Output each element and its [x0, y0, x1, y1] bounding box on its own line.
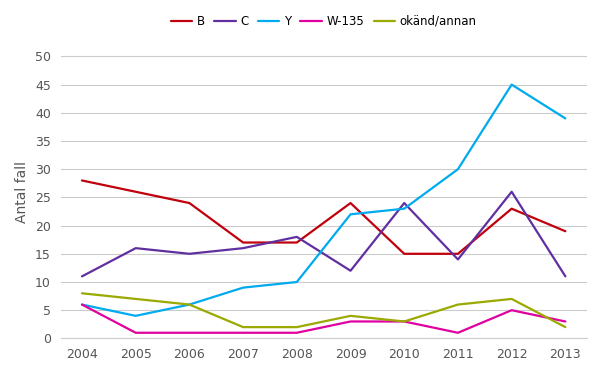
- B: [454, 252, 462, 256]
- W-135: [240, 331, 247, 335]
- okänd/annan: [401, 319, 408, 324]
- W-135: [561, 319, 569, 324]
- okänd/annan: [132, 297, 139, 301]
- okänd/annan: [240, 325, 247, 329]
- Line: Y: Y: [82, 85, 565, 316]
- W-135: [293, 331, 301, 335]
- okänd/annan: [79, 291, 86, 296]
- Y: [401, 206, 408, 211]
- Y: [561, 116, 569, 121]
- Y-axis label: Antal fall: Antal fall: [15, 161, 29, 223]
- B: [186, 201, 193, 205]
- C: [79, 274, 86, 279]
- okänd/annan: [508, 297, 515, 301]
- okänd/annan: [186, 302, 193, 307]
- Y: [132, 314, 139, 318]
- Y: [79, 302, 86, 307]
- C: [347, 268, 354, 273]
- W-135: [132, 331, 139, 335]
- B: [561, 229, 569, 233]
- C: [561, 274, 569, 279]
- Line: okänd/annan: okänd/annan: [82, 293, 565, 327]
- Line: B: B: [82, 180, 565, 254]
- Line: W-135: W-135: [82, 305, 565, 333]
- okänd/annan: [561, 325, 569, 329]
- C: [132, 246, 139, 250]
- C: [293, 235, 301, 239]
- C: [240, 246, 247, 250]
- B: [240, 240, 247, 245]
- B: [347, 201, 354, 205]
- Y: [454, 167, 462, 171]
- Y: [293, 280, 301, 284]
- Y: [347, 212, 354, 217]
- Y: [186, 302, 193, 307]
- okänd/annan: [454, 302, 462, 307]
- C: [401, 201, 408, 205]
- okänd/annan: [347, 314, 354, 318]
- C: [508, 190, 515, 194]
- Y: [508, 82, 515, 87]
- W-135: [401, 319, 408, 324]
- W-135: [454, 331, 462, 335]
- Legend: B, C, Y, W-135, okänd/annan: B, C, Y, W-135, okänd/annan: [166, 10, 482, 32]
- B: [508, 206, 515, 211]
- W-135: [347, 319, 354, 324]
- C: [186, 252, 193, 256]
- B: [132, 190, 139, 194]
- W-135: [79, 302, 86, 307]
- C: [454, 257, 462, 262]
- Y: [240, 285, 247, 290]
- W-135: [508, 308, 515, 312]
- W-135: [186, 331, 193, 335]
- Line: C: C: [82, 192, 565, 276]
- B: [401, 252, 408, 256]
- B: [79, 178, 86, 183]
- B: [293, 240, 301, 245]
- okänd/annan: [293, 325, 301, 329]
